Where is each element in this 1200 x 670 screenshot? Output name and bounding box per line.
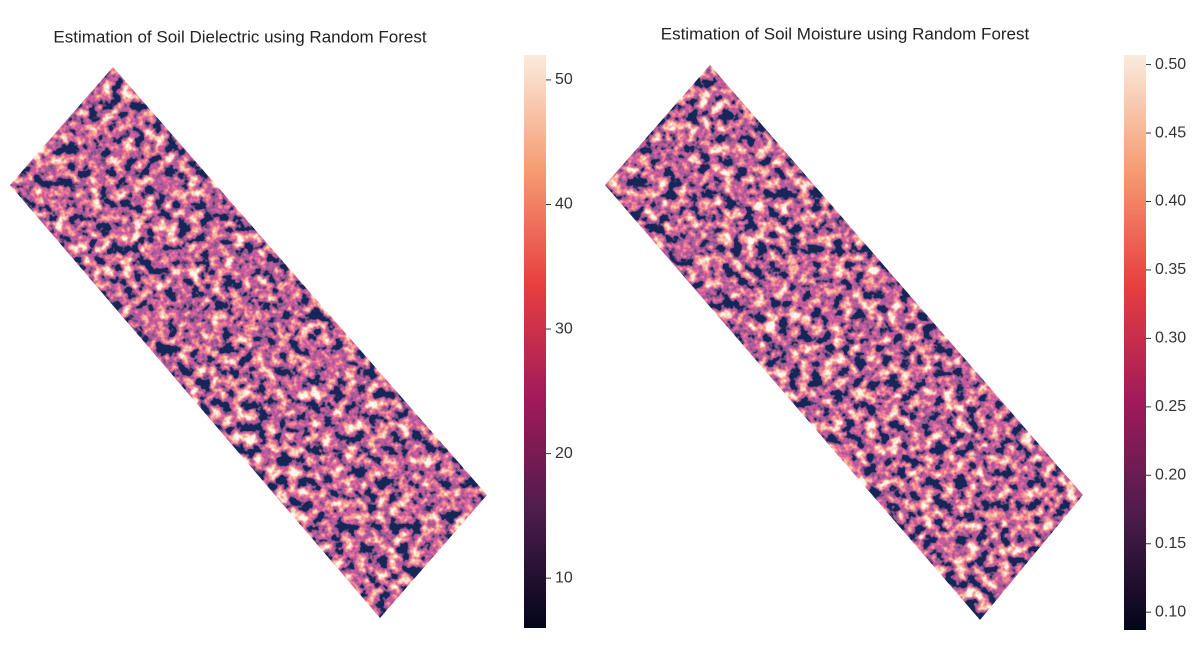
chart-title: Estimation of Soil Moisture using Random… [661, 24, 1030, 43]
colorbar-tick-label: 0.15 [1155, 535, 1186, 552]
colorbar-tick-label: 0.40 [1155, 193, 1186, 210]
colorbar-tick-label: 20 [555, 445, 573, 462]
colorbar-tick-label: 0.50 [1155, 56, 1186, 73]
colorbar-tick-label: 0.25 [1155, 398, 1186, 415]
colorbar-tick-label: 0.30 [1155, 330, 1186, 347]
colorbar-tick-label: 30 [555, 320, 573, 337]
colorbar-tick-label: 40 [555, 196, 573, 213]
colorbar-tick-label: 0.35 [1155, 261, 1186, 278]
colorbar-tick-label: 50 [555, 71, 573, 88]
colorbar [524, 55, 546, 628]
colorbar [1124, 55, 1146, 630]
heatmap-raster [10, 67, 487, 618]
chart-title: Estimation of Soil Dielectric using Rand… [53, 27, 426, 46]
colorbar-tick-label: 0.45 [1155, 124, 1186, 141]
colorbar-tick-label: 10 [555, 569, 573, 586]
colorbar-tick-label: 0.20 [1155, 467, 1186, 484]
colorbar-tick-label: 0.10 [1155, 603, 1186, 620]
heatmap-raster [605, 65, 1083, 620]
